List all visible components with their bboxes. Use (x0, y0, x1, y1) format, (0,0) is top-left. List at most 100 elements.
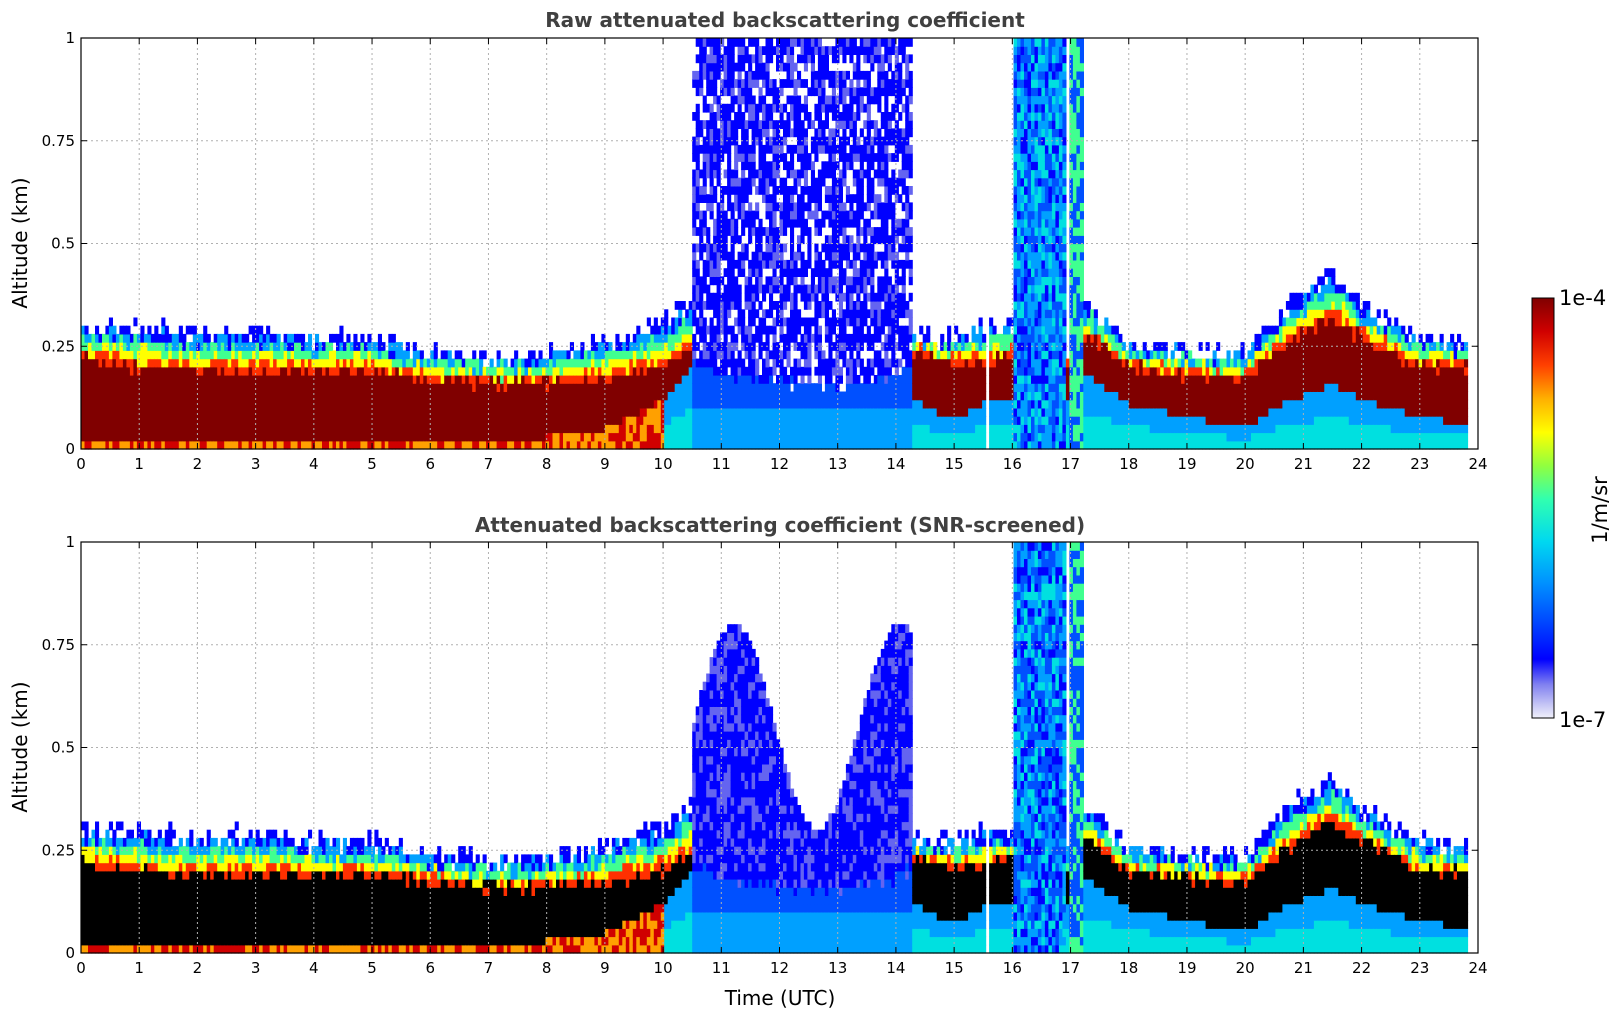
heatmap-cell (730, 333, 735, 343)
heatmap-cell (433, 440, 438, 450)
heatmap-cell (224, 375, 229, 384)
heatmap-cell (803, 440, 808, 450)
heatmap-cell (437, 375, 442, 384)
heatmap-cell (835, 317, 840, 327)
heatmap-cell (702, 416, 707, 425)
heatmap-cell (678, 399, 683, 409)
heatmap-cell (713, 276, 718, 286)
heatmap-cell (880, 112, 885, 121)
heatmap-cell (877, 383, 882, 392)
heatmap-cell (283, 342, 288, 351)
heatmap-cell (416, 407, 421, 417)
heatmap-cell (657, 407, 662, 417)
heatmap-cell (790, 46, 795, 55)
heatmap-cell (842, 424, 847, 434)
heatmap-cell (164, 407, 169, 417)
heatmap-cell (824, 391, 829, 401)
heatmap-cell (730, 128, 735, 138)
heatmap-cell (122, 350, 127, 360)
heatmap-cell (395, 383, 400, 392)
heatmap-cell (224, 416, 229, 425)
heatmap-cell (769, 440, 774, 450)
heatmap-cell (398, 424, 403, 434)
heatmap-cell (769, 325, 774, 335)
heatmap-cell (741, 366, 746, 376)
heatmap-cell (845, 366, 850, 376)
heatmap-cell (650, 350, 655, 360)
heatmap-cell (877, 54, 882, 64)
heatmap-cell (255, 416, 260, 425)
heatmap-cell (629, 440, 634, 450)
heatmap-cell (695, 202, 700, 212)
heatmap-cell (580, 440, 585, 450)
heatmap-cell (297, 391, 302, 401)
heatmap-cell (695, 391, 700, 401)
heatmap-cell (95, 375, 100, 384)
heatmap-cell (891, 292, 896, 302)
heatmap-cell (880, 259, 885, 269)
heatmap-cell (325, 375, 330, 384)
heatmap-cell (241, 350, 246, 360)
heatmap-cell (161, 424, 166, 434)
heatmap-cell (115, 424, 120, 434)
heatmap-cell (283, 350, 288, 360)
heatmap-cell (301, 424, 306, 434)
heatmap-cell (887, 366, 892, 376)
heatmap-cell (329, 432, 334, 442)
heatmap-cell (489, 440, 494, 450)
heatmap-cell (706, 259, 711, 269)
heatmap-cell (122, 333, 127, 343)
heatmap-cell (398, 416, 403, 425)
heatmap-cell (699, 128, 704, 138)
heatmap-cell (748, 235, 753, 245)
heatmap-cell (196, 416, 201, 425)
heatmap-cell (528, 375, 533, 384)
heatmap-cell (727, 276, 732, 286)
heatmap-cell (762, 416, 767, 425)
heatmap-cell (755, 210, 760, 220)
heatmap-cell (342, 440, 347, 450)
heatmap-cell (266, 375, 271, 384)
heatmap-cell (905, 186, 910, 195)
heatmap-cell (720, 375, 725, 384)
heatmap-cell (367, 342, 372, 351)
heatmap-cell (905, 243, 910, 253)
heatmap-cell (356, 432, 361, 442)
heatmap-cell (870, 432, 875, 442)
heatmap-cell (419, 407, 424, 417)
heatmap-cell (175, 416, 180, 425)
heatmap-cell (556, 375, 561, 384)
heatmap-cell (671, 375, 676, 384)
heatmap-cell (81, 416, 86, 425)
heatmap-cell (817, 87, 822, 97)
heatmap-cell (863, 103, 868, 113)
heatmap-cell (349, 416, 354, 425)
heatmap-cell (196, 407, 201, 417)
heatmap-cell (692, 194, 697, 203)
heatmap-cell (706, 432, 711, 442)
heatmap-cell (500, 432, 505, 442)
heatmap-cell (737, 292, 742, 302)
heatmap-cell (507, 383, 512, 392)
heatmap-cell (744, 391, 749, 401)
heatmap-cell (248, 440, 253, 450)
heatmap-cell (650, 383, 655, 392)
heatmap-cell (503, 399, 508, 409)
heatmap-cell (852, 120, 857, 129)
heatmap-cell (489, 366, 494, 376)
heatmap-cell (824, 243, 829, 253)
heatmap-cell (842, 358, 847, 368)
heatmap-cell (374, 391, 379, 401)
heatmap-cell (783, 46, 788, 55)
heatmap-cell (203, 325, 208, 335)
heatmap-cell (828, 350, 833, 360)
heatmap-cell (140, 375, 145, 384)
heatmap-cell (730, 46, 735, 55)
heatmap-cell (870, 95, 875, 105)
heatmap-cell (608, 391, 613, 401)
heatmap-cell (933, 416, 938, 425)
heatmap-cell (367, 432, 372, 442)
heatmap-cell (245, 375, 250, 384)
heatmap-cell (856, 325, 861, 335)
heatmap-cell (95, 325, 100, 335)
